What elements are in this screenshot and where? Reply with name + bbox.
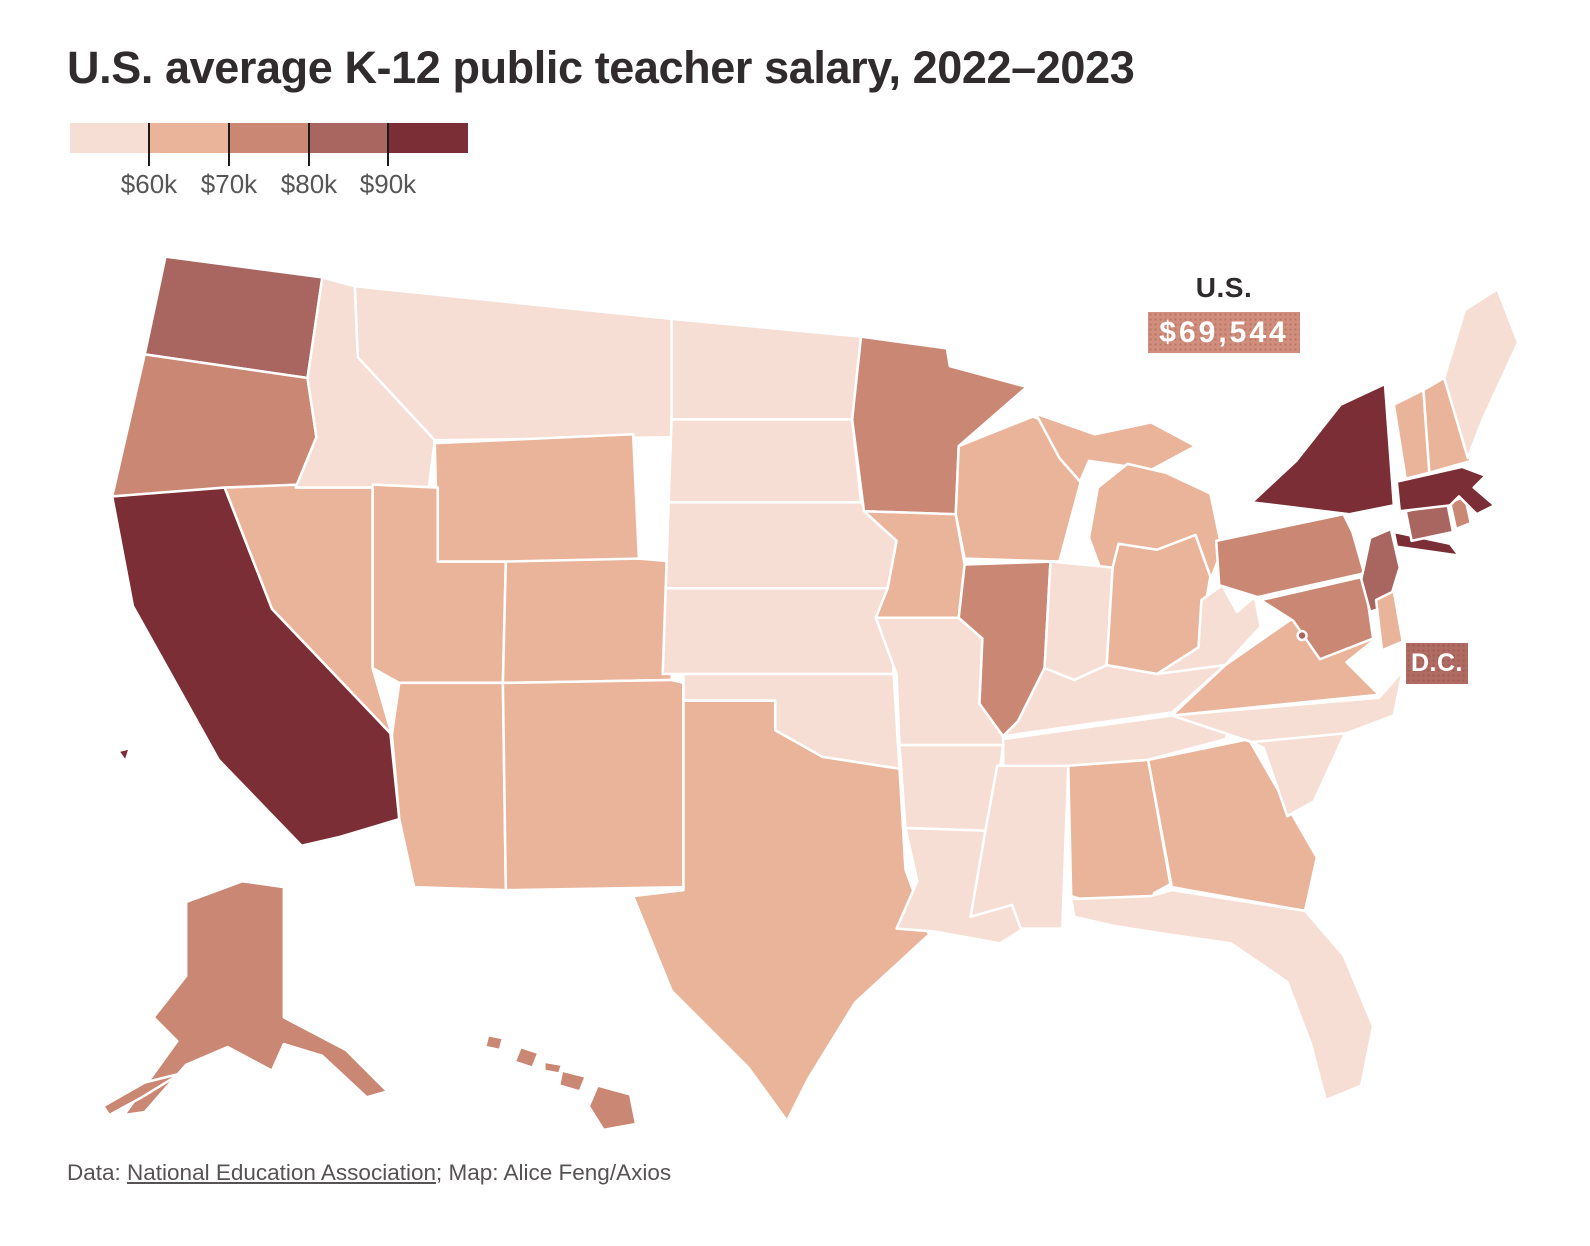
- state-north-dakota[interactable]: [670, 317, 863, 421]
- state-north-carolina[interactable]: [1170, 669, 1404, 744]
- state-alaska[interactable]: [122, 879, 389, 1117]
- state-maryland[interactable]: [1259, 575, 1375, 661]
- legend-tick: [148, 123, 150, 166]
- state-new-york[interactable]: [1250, 382, 1396, 516]
- state-west-virginia[interactable]: [1155, 583, 1262, 676]
- salary-color-scale-legend: $60k $70k $80k $90k: [70, 123, 468, 203]
- state-colorado[interactable]: [501, 557, 676, 685]
- legend-tick-label: $70k: [200, 169, 258, 199]
- state-alaska-aleutians[interactable]: [102, 1072, 182, 1117]
- legend-bin-3: [229, 123, 309, 153]
- state-nebraska[interactable]: [664, 501, 898, 590]
- state-district-of-columbia-dot[interactable]: [1296, 629, 1308, 642]
- legend-tick-label: $60k: [120, 169, 178, 199]
- state-oregon[interactable]: [110, 353, 318, 498]
- state-kansas[interactable]: [661, 586, 895, 676]
- state-massachusetts[interactable]: [1395, 465, 1496, 516]
- chart-title: U.S. average K-12 public teacher salary,…: [67, 42, 1135, 93]
- source-link[interactable]: National Education Association: [127, 1160, 436, 1185]
- us-average-callout: U.S. $69,544: [1148, 272, 1300, 353]
- state-hawaii-kauai[interactable]: [483, 1033, 505, 1052]
- state-hawaii-molokai[interactable]: [543, 1060, 564, 1075]
- state-delaware[interactable]: [1374, 589, 1404, 652]
- legend-tick: [308, 123, 310, 166]
- state-maine[interactable]: [1442, 287, 1520, 460]
- legend-bin-2: [149, 123, 230, 153]
- legend-bin-5: [388, 123, 468, 153]
- state-florida[interactable]: [1069, 888, 1375, 1102]
- state-texas[interactable]: [631, 699, 931, 1123]
- us-average-label: U.S.: [1195, 272, 1253, 303]
- us-choropleth-map: [50, 218, 1530, 1136]
- dc-badge: D.C.: [1406, 643, 1468, 684]
- state-indiana[interactable]: [1043, 560, 1114, 682]
- state-new-hampshire[interactable]: [1422, 376, 1473, 475]
- state-wyoming[interactable]: [433, 433, 641, 566]
- state-mississippi[interactable]: [969, 764, 1070, 930]
- legend-tick-label: $80k: [280, 169, 338, 199]
- state-hawaii-maui[interactable]: [557, 1069, 588, 1093]
- state-hawaii-oahu[interactable]: [513, 1045, 540, 1069]
- state-hawaii-big-island[interactable]: [587, 1084, 638, 1132]
- state-arizona[interactable]: [390, 681, 508, 892]
- us-average-value-badge: $69,544: [1148, 312, 1300, 353]
- data-prefix: Data:: [67, 1160, 128, 1185]
- legend-tick: [387, 123, 389, 166]
- legend-color-bar: [70, 123, 468, 153]
- legend-tick-label: $90k: [359, 169, 417, 199]
- state-california-island[interactable]: [116, 746, 132, 763]
- map-credit: ; Map: Alice Feng/Axios: [435, 1160, 672, 1185]
- legend-bin-1: [70, 123, 150, 153]
- legend-tick: [228, 123, 230, 166]
- attribution: Data: National Education Association; Ma…: [67, 1160, 671, 1186]
- state-georgia[interactable]: [1146, 737, 1319, 913]
- legend-bin-4: [308, 123, 389, 153]
- state-new-mexico[interactable]: [501, 678, 685, 892]
- state-south-dakota[interactable]: [667, 418, 863, 504]
